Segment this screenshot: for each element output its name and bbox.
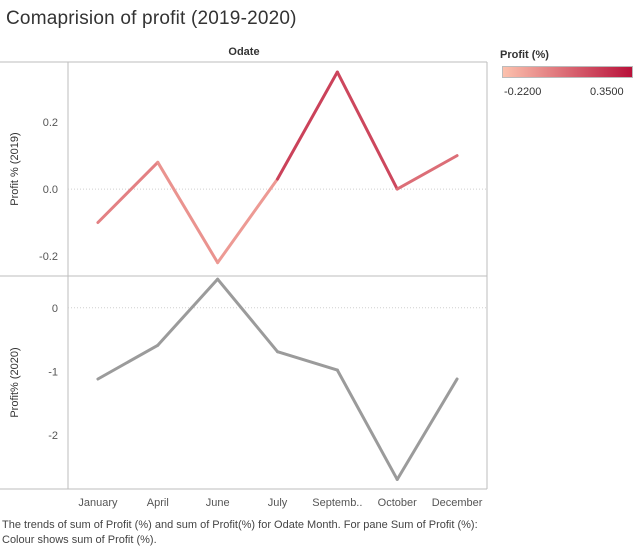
series-1-segment [276, 70, 339, 181]
series-2-point [156, 344, 159, 347]
series-1-point [156, 161, 159, 164]
series-2-point [456, 378, 459, 381]
series-2-point [396, 478, 399, 481]
series-2-point [96, 378, 99, 381]
series-1-segment [335, 70, 399, 191]
series-2-point [216, 278, 219, 281]
y-tick-label: 0 [52, 303, 58, 315]
series-1-point [456, 154, 459, 157]
series-1-segment [216, 177, 279, 265]
series-2-segment [276, 350, 339, 372]
x-tick-label: June [206, 497, 230, 509]
column-header: Odate [228, 46, 260, 58]
legend-title: Profit (%) [500, 49, 549, 61]
y-axis-label-1: Profit % (2019) [9, 132, 21, 205]
series-2-segment [395, 377, 459, 481]
series-1-point [336, 71, 339, 74]
series-2-segment [216, 277, 279, 354]
y-tick-label: -1 [48, 366, 58, 378]
series-2-segment [335, 368, 399, 481]
series-1-segment [96, 160, 160, 224]
series-1-point [396, 188, 399, 191]
series-2-segment [96, 343, 160, 381]
x-tick-label: January [78, 497, 118, 509]
legend-min-label: -0.2200 [504, 86, 542, 98]
series-2-point [276, 350, 279, 353]
x-tick-label: July [268, 497, 288, 509]
legend-max-label: 0.3500 [590, 86, 624, 98]
y-tick-label: 0.0 [43, 184, 58, 196]
series-2-point [336, 369, 339, 372]
x-tick-label: December [432, 497, 483, 509]
series-2-segment [156, 277, 220, 347]
series-1-point [96, 221, 99, 224]
y-tick-label: -0.2 [39, 251, 58, 263]
x-tick-label: Septemb.. [312, 497, 362, 509]
y-tick-label: -2 [48, 430, 58, 442]
chart-caption: The trends of sum of Profit (%) and sum … [2, 519, 478, 546]
x-tick-label: April [147, 497, 169, 509]
x-tick-label: October [378, 497, 417, 509]
y-tick-label: 0.2 [43, 117, 58, 129]
series-1-point [276, 178, 279, 181]
series-1-point [216, 261, 219, 264]
series-1-segment [395, 154, 459, 191]
series-1-segment [156, 160, 220, 265]
chart-title: Comaprision of profit (2019-2020) [6, 8, 297, 29]
y-axis-label-2: Profit% (2020) [9, 347, 21, 417]
legend-color-bar [502, 66, 633, 78]
